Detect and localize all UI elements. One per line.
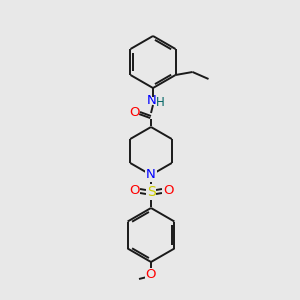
Text: H: H <box>156 95 164 109</box>
Text: N: N <box>147 94 157 107</box>
Text: N: N <box>146 169 156 182</box>
Text: S: S <box>147 185 155 199</box>
Text: O: O <box>146 268 156 281</box>
Text: O: O <box>130 106 140 118</box>
Text: O: O <box>129 184 139 197</box>
Text: O: O <box>163 184 173 197</box>
